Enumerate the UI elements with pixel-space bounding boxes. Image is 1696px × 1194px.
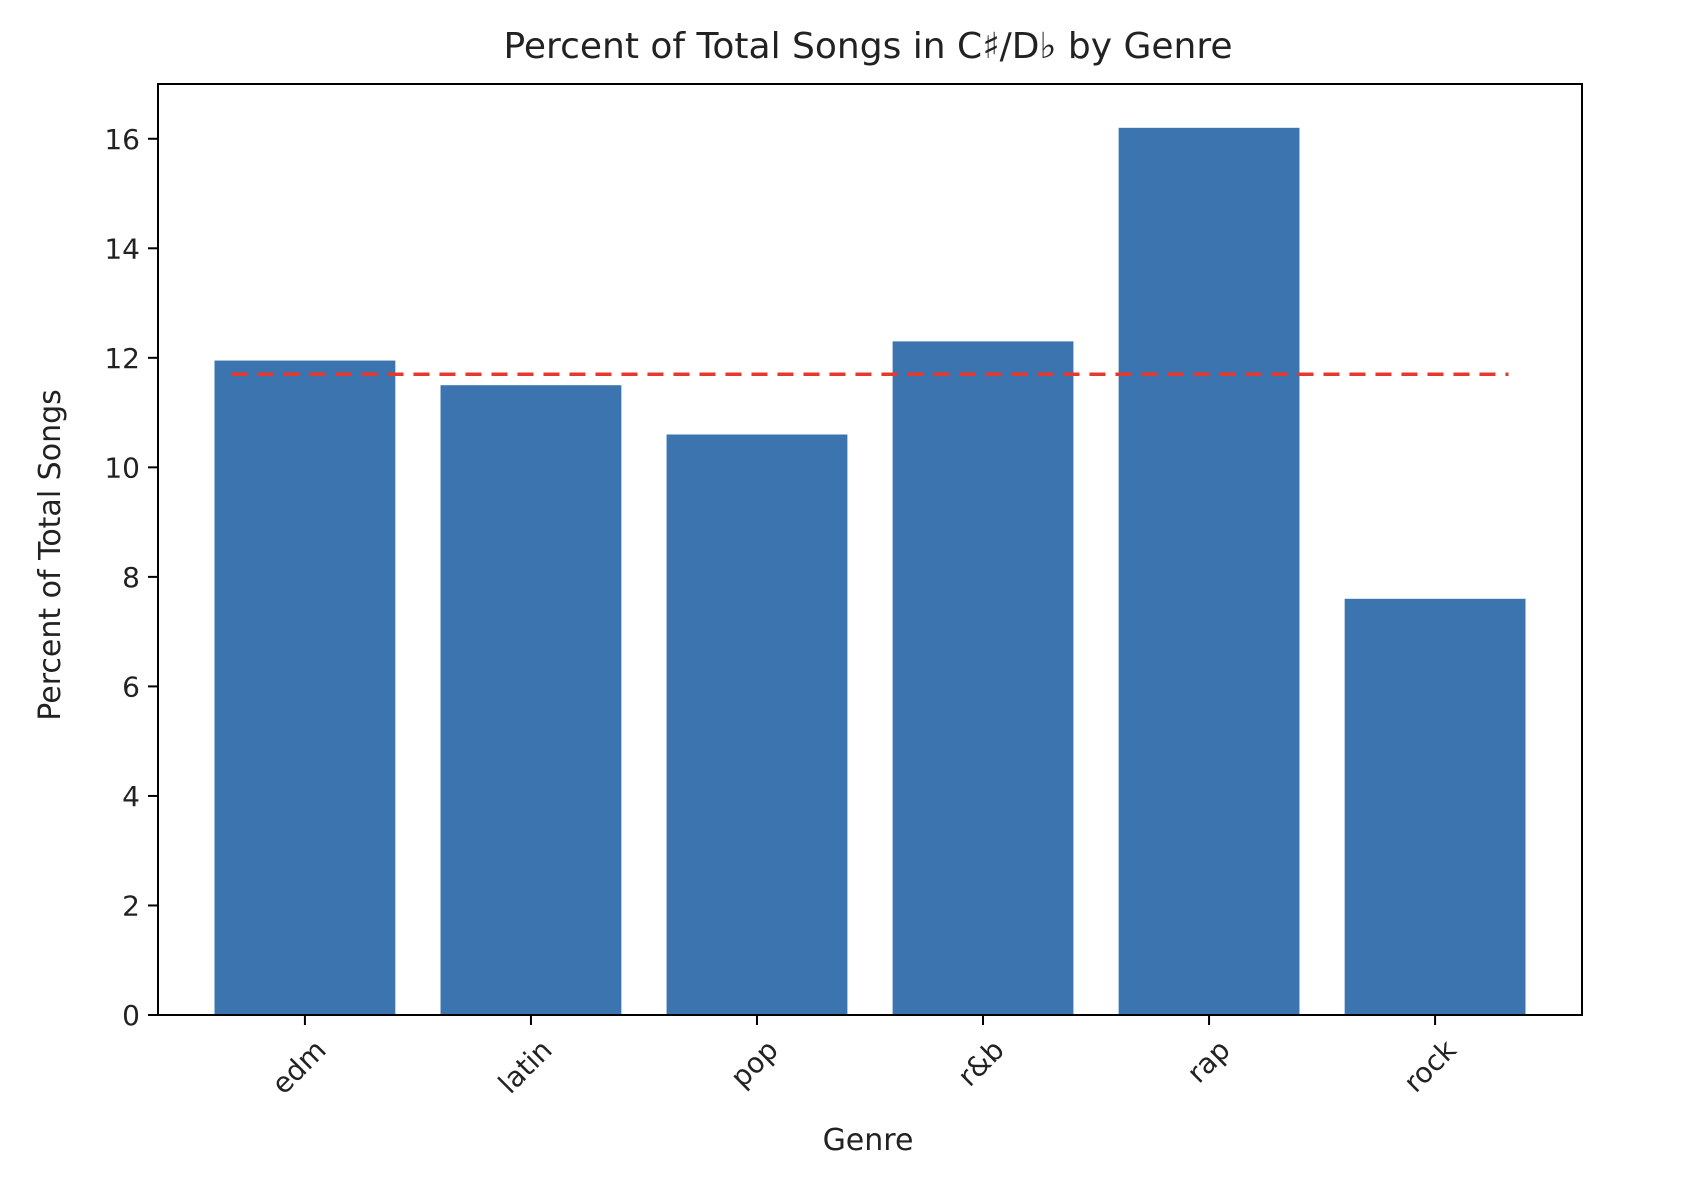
chart-title: Percent of Total Songs in C♯/D♭ by Genre xyxy=(503,26,1232,67)
x-axis-label: Genre xyxy=(823,1123,914,1158)
plot-area-frame xyxy=(157,83,1583,1016)
x-tick-label: r&b xyxy=(951,1033,1010,1092)
x-tick-label: rock xyxy=(1397,1033,1463,1099)
bar-pop xyxy=(666,434,848,1015)
bar-latin xyxy=(440,385,622,1015)
x-tick-label: latin xyxy=(492,1033,559,1100)
y-tick-label: 2 xyxy=(122,889,140,922)
x-tick-label: pop xyxy=(724,1033,785,1094)
x-tick-label: edm xyxy=(265,1033,332,1100)
y-tick-label: 6 xyxy=(122,670,140,703)
x-axis: edm latin pop r&b rap rock xyxy=(265,1015,1463,1101)
bar-rap xyxy=(1118,127,1300,1015)
y-tick-label: 4 xyxy=(122,780,140,813)
y-tick-label: 16 xyxy=(104,123,140,156)
y-tick-label: 12 xyxy=(104,342,140,375)
bar-rb xyxy=(892,341,1074,1015)
y-axis: 0 2 4 6 8 10 12 14 16 xyxy=(104,123,158,1032)
bar-edm xyxy=(214,360,396,1015)
bars-group xyxy=(214,127,1526,1015)
x-tick-label: rap xyxy=(1181,1033,1237,1089)
y-tick-label: 14 xyxy=(104,232,140,265)
y-axis-label: Percent of Total Songs xyxy=(33,389,68,721)
y-tick-label: 10 xyxy=(104,451,140,484)
y-tick-label: 0 xyxy=(122,999,140,1032)
y-tick-label: 8 xyxy=(122,561,140,594)
bar-rock xyxy=(1344,598,1526,1015)
